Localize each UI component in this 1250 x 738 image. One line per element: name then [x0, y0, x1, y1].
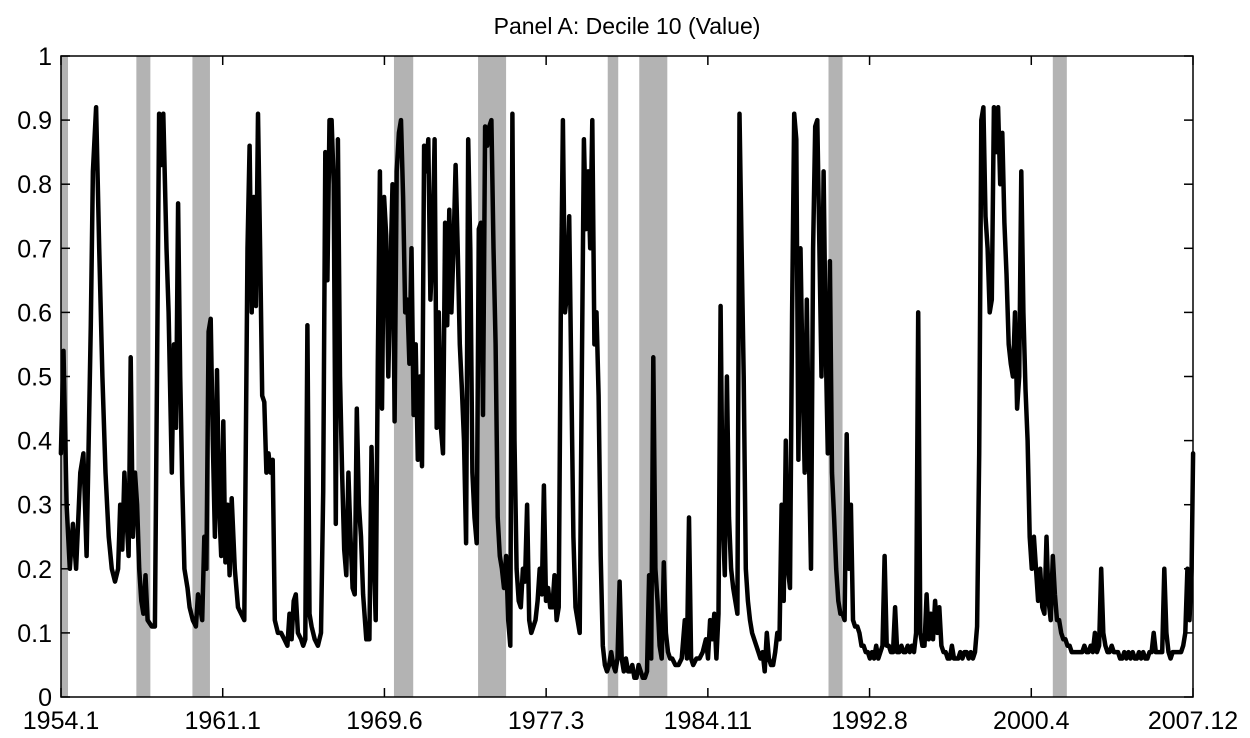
x-tick-label: 2007.12	[1148, 707, 1238, 735]
recession-band	[607, 56, 619, 697]
x-tick-label: 1992.8	[831, 707, 907, 735]
y-tick-label: 0.8	[17, 171, 52, 199]
x-tick-label: 1969.6	[346, 707, 422, 735]
y-tick-label: 0.3	[17, 492, 52, 520]
y-tick-label: 0.4	[17, 428, 52, 456]
y-tick-label: 0.7	[17, 235, 52, 263]
y-tick-label: 0.1	[17, 620, 52, 648]
axis-ticks: 0 0.1 0.2 0.3 0.4 0.5 0.6 0.7 0.8 0.9 1 1954.1 1961.…	[17, 43, 1238, 735]
recession-band	[1052, 56, 1067, 697]
y-tick-label: 1	[38, 43, 52, 71]
recession-band	[828, 56, 843, 697]
x-tick-label: 1954.1	[23, 707, 99, 735]
x-tick-label: 1977.3	[508, 707, 584, 735]
x-tick-label: 1984.11	[664, 707, 753, 735]
series-layer	[58, 105, 1196, 681]
recession-band	[393, 56, 414, 697]
y-tick-label: 0	[38, 684, 52, 712]
axes-frame	[60, 55, 1194, 698]
x-tick-label: 2000.4	[993, 707, 1070, 735]
y-tick-label: 0.2	[17, 556, 52, 584]
chart-title: Panel A: Decile 10 (Value)	[494, 13, 761, 39]
y-tick-label: 0.9	[17, 107, 52, 135]
x-tick-label: 1961.1	[184, 707, 260, 735]
y-tick-label: 0.6	[17, 299, 52, 327]
y-tick-label: 0.5	[17, 364, 52, 392]
series-line	[58, 105, 1196, 681]
